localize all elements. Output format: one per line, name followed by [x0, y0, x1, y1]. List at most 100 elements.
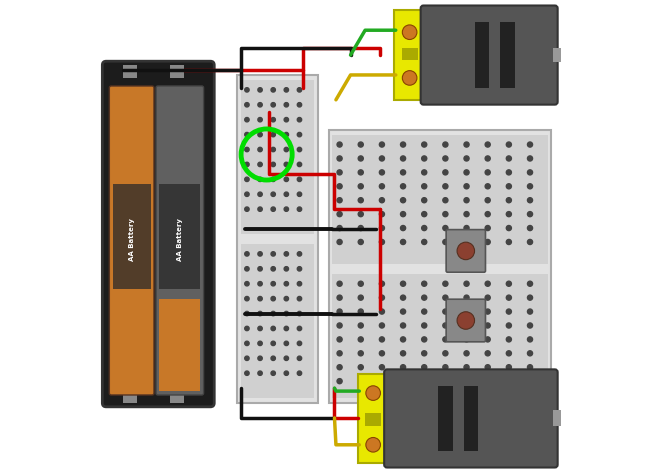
Circle shape: [464, 379, 469, 384]
Circle shape: [271, 371, 276, 376]
Circle shape: [258, 193, 262, 197]
Circle shape: [485, 379, 490, 384]
Circle shape: [245, 89, 249, 93]
Circle shape: [422, 184, 427, 189]
Circle shape: [297, 252, 302, 257]
Circle shape: [422, 157, 427, 162]
Circle shape: [366, 386, 380, 400]
Circle shape: [271, 282, 276, 287]
Circle shape: [358, 143, 363, 148]
Circle shape: [527, 198, 532, 203]
Circle shape: [245, 103, 249, 108]
Circle shape: [380, 226, 384, 231]
Circle shape: [527, 379, 532, 384]
Circle shape: [485, 157, 490, 162]
Circle shape: [258, 341, 262, 346]
FancyBboxPatch shape: [102, 62, 214, 407]
Circle shape: [284, 252, 289, 257]
Circle shape: [402, 71, 417, 86]
Bar: [123, 66, 138, 79]
Circle shape: [245, 133, 249, 138]
Circle shape: [271, 312, 276, 316]
Circle shape: [284, 178, 289, 182]
Circle shape: [337, 282, 342, 287]
Circle shape: [464, 365, 469, 370]
Circle shape: [506, 184, 512, 189]
Circle shape: [245, 193, 249, 197]
Circle shape: [337, 323, 342, 328]
Bar: [237, 76, 318, 403]
Circle shape: [284, 341, 289, 346]
Circle shape: [284, 193, 289, 197]
Circle shape: [358, 226, 363, 231]
Circle shape: [506, 212, 512, 217]
Circle shape: [527, 157, 532, 162]
Circle shape: [400, 198, 406, 203]
Circle shape: [284, 118, 289, 123]
Circle shape: [457, 312, 474, 329]
Circle shape: [485, 365, 490, 370]
Circle shape: [485, 212, 490, 217]
Circle shape: [527, 337, 532, 342]
Circle shape: [485, 184, 490, 189]
FancyBboxPatch shape: [156, 87, 203, 395]
Circle shape: [380, 212, 384, 217]
Circle shape: [402, 26, 417, 40]
Bar: [438, 387, 452, 451]
Circle shape: [422, 143, 427, 148]
Circle shape: [297, 357, 302, 361]
Circle shape: [443, 184, 448, 189]
Circle shape: [464, 143, 469, 148]
Circle shape: [485, 337, 490, 342]
Circle shape: [400, 157, 406, 162]
Circle shape: [337, 184, 342, 189]
Circle shape: [443, 198, 448, 203]
Circle shape: [245, 297, 249, 301]
Circle shape: [422, 282, 427, 287]
Circle shape: [284, 312, 289, 316]
Bar: [358, 375, 389, 463]
Circle shape: [464, 170, 469, 176]
Circle shape: [506, 198, 512, 203]
Circle shape: [380, 309, 384, 315]
Bar: [159, 299, 200, 391]
Circle shape: [271, 103, 276, 108]
Circle shape: [245, 178, 249, 182]
Circle shape: [464, 309, 469, 315]
Text: AA Battery: AA Battery: [177, 218, 183, 261]
Bar: [159, 185, 200, 289]
Circle shape: [297, 103, 302, 108]
Circle shape: [297, 312, 302, 316]
Circle shape: [258, 178, 262, 182]
Circle shape: [464, 226, 469, 231]
Circle shape: [297, 193, 302, 197]
Bar: [123, 390, 138, 403]
Circle shape: [464, 282, 469, 287]
Circle shape: [297, 163, 302, 167]
Circle shape: [464, 184, 469, 189]
Circle shape: [284, 103, 289, 108]
Circle shape: [400, 184, 406, 189]
Circle shape: [358, 282, 363, 287]
Circle shape: [258, 163, 262, 167]
Circle shape: [284, 327, 289, 331]
Circle shape: [506, 323, 512, 328]
Circle shape: [358, 379, 363, 384]
Circle shape: [297, 178, 302, 182]
Circle shape: [258, 103, 262, 108]
Circle shape: [366, 437, 380, 452]
Circle shape: [506, 170, 512, 176]
Circle shape: [464, 323, 469, 328]
Circle shape: [297, 118, 302, 123]
Circle shape: [380, 157, 384, 162]
Circle shape: [443, 337, 448, 342]
Circle shape: [258, 148, 262, 152]
Circle shape: [506, 296, 512, 300]
Circle shape: [422, 323, 427, 328]
Circle shape: [380, 198, 384, 203]
Circle shape: [258, 371, 262, 376]
Circle shape: [380, 323, 384, 328]
Circle shape: [527, 351, 532, 356]
Circle shape: [258, 312, 262, 316]
Circle shape: [380, 240, 384, 245]
